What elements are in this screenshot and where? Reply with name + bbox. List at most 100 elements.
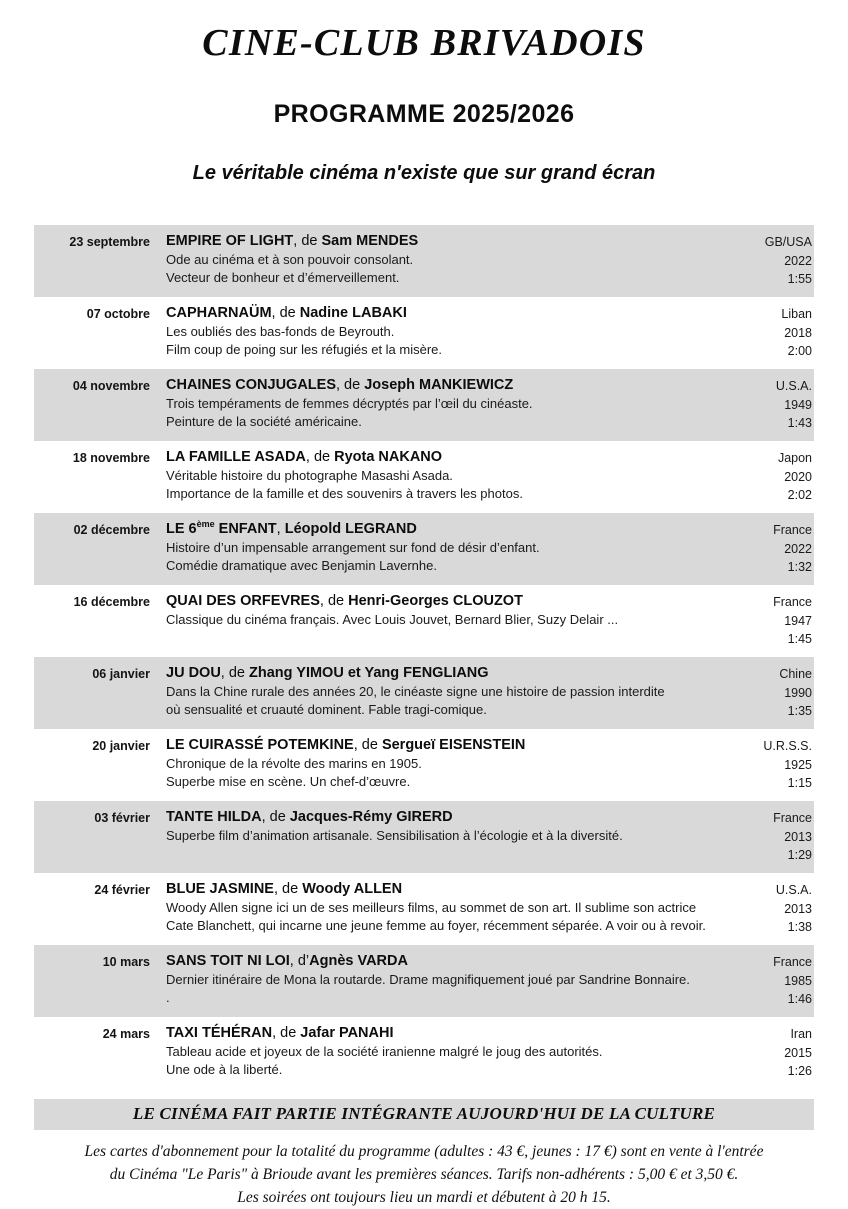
film-title-connector: , de (293, 232, 322, 249)
film-body: JU DOU, de Zhang YIMOU et Yang FENGLIANG… (164, 664, 702, 720)
film-description-line-2: Superbe mise en scène. Un chef-d’œuvre. (166, 774, 411, 790)
film-schedule-table: 23 septembre EMPIRE OF LIGHT, de Sam MEND… (34, 185, 814, 1089)
film-title: JU DOU, de Zhang YIMOU et Yang FENGLIANG (166, 664, 702, 683)
table-row: 24 mars TAXI TÉHÉRAN, de Jafar PANAHI Tabl… (34, 1016, 814, 1089)
film-country: U.S.A. (775, 378, 812, 393)
club-title: CINE-CLUB BRIVADOIS (202, 22, 646, 64)
footer-note: Les cartes d'abonnement pour la totalité… (34, 1130, 814, 1209)
film-description-line-1: Dernier itinéraire de Mona la routarde. … (166, 971, 690, 987)
table-row: 07 octobre CAPHARNAÜM, de Nadine LABAKI Le… (34, 296, 814, 369)
film-country: Iran (790, 1026, 812, 1041)
film-country: Chine (779, 666, 812, 681)
film-title-main: LE CUIRASSÉ POTEMKINE (166, 736, 354, 753)
film-title-connector: , de (272, 1024, 301, 1041)
film-date: 23 septembre (69, 234, 150, 249)
film-title-main: TAXI TÉHÉRAN (166, 1024, 273, 1041)
film-title-main: BLUE JASMINE (166, 880, 274, 897)
film-title-connector: , de (261, 808, 290, 825)
film-title-main: EMPIRE OF LIGHT (166, 232, 294, 249)
film-title: LE CUIRASSÉ POTEMKINE, de Sergueï EISENS… (166, 736, 702, 755)
film-date: 07 octobre (86, 306, 150, 321)
film-title-main: LE 6 (166, 520, 197, 537)
film-body: LE 6ème ENFANT, Léopold LEGRAND Histoire … (164, 520, 702, 576)
film-description-line-1: Superbe film d’animation artisanale. Sen… (166, 827, 623, 843)
film-body: EMPIRE OF LIGHT, de Sam MENDES Ode au cin… (164, 232, 702, 288)
film-meta: France 2022 1:32 (702, 520, 814, 577)
film-director: Joseph MANKIEWICZ (364, 376, 514, 393)
table-row: 04 novembre CHAINES CONJUGALES, de Joseph… (34, 368, 814, 441)
footer-banner: LE CINÉMA FAIT PARTIE INTÉGRANTE AUJOURD… (34, 1098, 814, 1130)
film-description-line-1: Dans la Chine rurale des années 20, le c… (166, 683, 665, 699)
page-header: CINE-CLUB BRIVADOIS PROGRAMME 2025/2026 … (0, 0, 848, 185)
film-title-connector: , de (305, 448, 335, 465)
film-date: 16 décembre (73, 594, 150, 609)
film-meta: U.S.A. 2013 1:38 (702, 880, 814, 937)
film-body: QUAI DES ORFEVRES, de Henri-Georges CLOU… (164, 592, 702, 648)
film-title-main: CAPHARNAÜM (166, 304, 272, 321)
film-title-superscript: ème (196, 519, 215, 530)
film-title-connector: , de (273, 880, 303, 897)
film-description-line-1: Classique du cinéma français. Avec Louis… (166, 611, 619, 627)
film-body: LE CUIRASSÉ POTEMKINE, de Sergueï EISENS… (164, 736, 702, 792)
film-title: TANTE HILDA, de Jacques-Rémy GIRERD (166, 808, 702, 827)
film-description-line-2: Une ode à la liberté. (166, 1062, 283, 1078)
film-meta: France 1947 1:45 (702, 592, 814, 649)
film-date: 20 janvier (92, 738, 150, 753)
film-duration: 1:38 (787, 920, 812, 935)
film-date: 18 novembre (72, 450, 150, 465)
film-duration: 1:43 (787, 416, 812, 431)
film-director: Zhang YIMOU et Yang FENGLIANG (249, 664, 489, 681)
film-year: 1990 (784, 685, 812, 700)
film-title-connector: , de (271, 304, 300, 321)
film-country: GB/USA (764, 234, 812, 249)
film-duration: 1:15 (787, 776, 812, 791)
film-country: Japon (777, 450, 812, 465)
film-date: 24 février (94, 882, 150, 897)
film-title: QUAI DES ORFEVRES, de Henri-Georges CLOU… (166, 592, 702, 611)
film-year: 2015 (784, 1045, 812, 1060)
film-title-connector: , (276, 520, 285, 537)
film-country: U.R.S.S. (763, 738, 812, 753)
film-year: 1985 (784, 973, 812, 988)
film-country: France (773, 954, 812, 969)
film-meta: Chine 1990 1:35 (702, 664, 814, 721)
film-description-line-1: Ode au cinéma et à son pouvoir consolant… (166, 251, 414, 267)
film-year: 2013 (784, 829, 812, 844)
film-title-connector: , de (220, 664, 250, 681)
film-body: TANTE HILDA, de Jacques-Rémy GIRERD Super… (164, 808, 702, 864)
film-duration: 1:35 (787, 704, 812, 719)
film-date: 10 mars (102, 954, 150, 969)
film-description-line-2: Importance de la famille et des souvenir… (166, 486, 523, 502)
film-duration: 2:02 (787, 488, 812, 503)
film-title-connector: , d’ (289, 952, 310, 969)
film-country: Liban (781, 306, 812, 321)
film-duration: 1:45 (787, 632, 812, 647)
film-director: Sergueï EISENSTEIN (381, 736, 526, 753)
film-year: 2018 (784, 325, 812, 340)
film-country: France (773, 594, 812, 609)
film-director: Nadine LABAKI (299, 304, 407, 321)
film-title: BLUE JASMINE, de Woody ALLEN (166, 880, 702, 899)
film-director: Woody ALLEN (302, 880, 403, 897)
film-description-line-1: Chronique de la révolte des marins en 19… (166, 755, 422, 771)
film-title-suffix: ENFANT (214, 520, 277, 537)
film-description-line-2: Peinture de la société américaine. (166, 414, 362, 430)
table-row: 18 novembre LA FAMILLE ASADA, de Ryota NA… (34, 440, 814, 513)
film-title-main: QUAI DES ORFEVRES (166, 592, 320, 609)
film-title-connector: , de (353, 736, 382, 753)
table-row: 10 mars SANS TOIT NI LOI, d’Agnès VARDA De… (34, 944, 814, 1017)
table-row: 03 février TANTE HILDA, de Jacques-Rémy G… (34, 800, 814, 873)
table-row: 06 janvier JU DOU, de Zhang YIMOU et Yang… (34, 656, 814, 729)
film-description-line-2: Vecteur de bonheur et d’émerveillement. (166, 270, 400, 286)
film-date: 24 mars (102, 1026, 150, 1041)
film-year: 1949 (784, 397, 812, 412)
film-body: TAXI TÉHÉRAN, de Jafar PANAHI Tableau aci… (164, 1024, 702, 1080)
film-title: TAXI TÉHÉRAN, de Jafar PANAHI (166, 1024, 702, 1043)
film-title: LE 6ème ENFANT, Léopold LEGRAND (166, 520, 702, 539)
film-title: CAPHARNAÜM, de Nadine LABAKI (166, 304, 702, 323)
film-year: 2013 (784, 901, 812, 916)
film-country: France (773, 522, 812, 537)
film-meta: U.R.S.S. 1925 1:15 (702, 736, 814, 793)
footer-note-line-2: du Cinéma "Le Paris" à Brioude avant les… (109, 1165, 739, 1183)
